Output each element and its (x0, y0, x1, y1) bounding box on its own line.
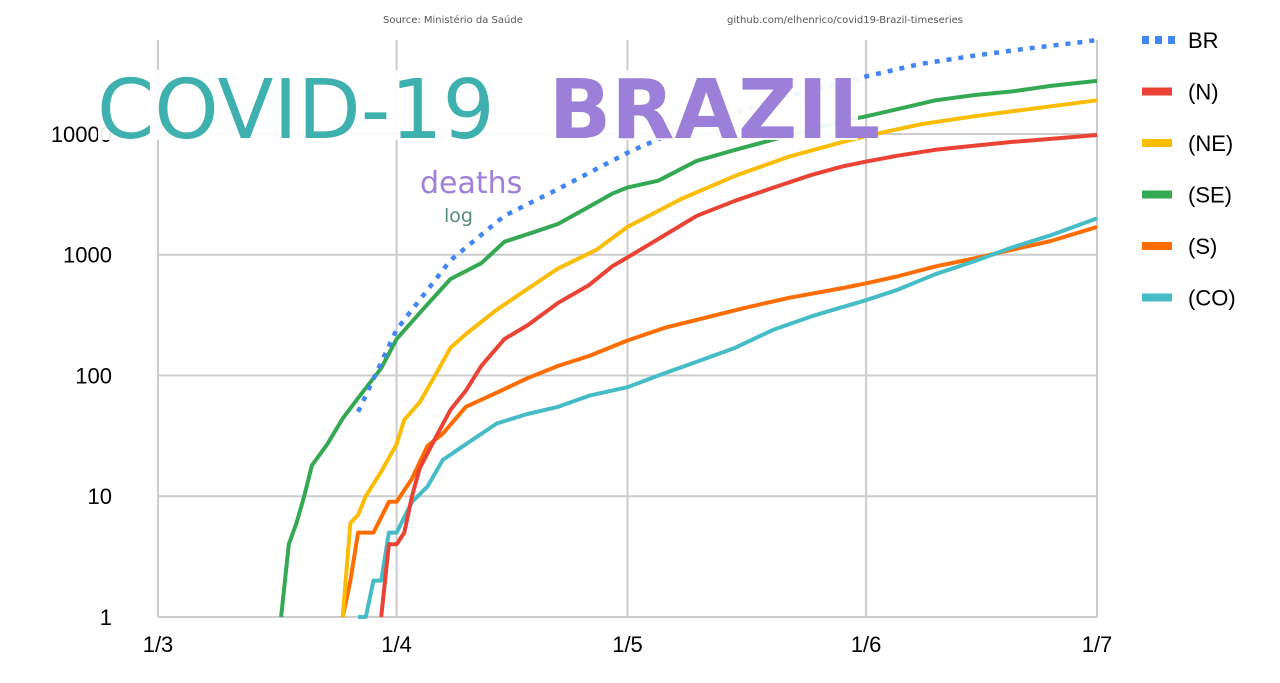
x-axis-ticks: 1/3 1/4 1/5 1/6 1/7 (143, 632, 1113, 657)
legend-label-co: (CO) (1188, 286, 1236, 311)
x-tick-label: 1/7 (1082, 632, 1113, 657)
scale-note: log (444, 205, 473, 227)
legend-swatch-n (1142, 87, 1172, 96)
y-tick-label: 1000 (63, 243, 112, 268)
legend-swatch-co (1142, 293, 1172, 302)
y-tick-label: 100 (75, 363, 112, 388)
legend-swatch-br (1142, 36, 1149, 44)
title-covid: COVID-19 (97, 63, 495, 158)
x-tick-label: 1/5 (612, 632, 643, 657)
title-brazil: BRAZIL (549, 63, 880, 158)
source-label: Source: Ministério da Saúde (383, 14, 523, 26)
legend-label-se: (SE) (1188, 183, 1232, 208)
chart-subtitle: deaths (420, 166, 522, 201)
x-tick-label: 1/4 (381, 632, 412, 657)
y-tick-label: 1 (100, 605, 112, 630)
series-line-co (358, 216, 1098, 619)
y-tick-label: 10 (88, 484, 112, 509)
legend-swatch-ne (1142, 139, 1172, 147)
series-line-s (340, 224, 1098, 618)
legend-swatch-br (1168, 36, 1175, 44)
legend-label-n: (N) (1188, 80, 1219, 105)
legend: BR (N) (NE) (SE) (S) (CO) (1142, 28, 1236, 311)
series-line-n (379, 133, 1098, 618)
series-line-ne (340, 98, 1098, 618)
legend-label-ne: (NE) (1188, 131, 1233, 156)
series-lines (279, 37, 1098, 619)
legend-swatch-s (1142, 242, 1172, 250)
chart-title: COVID-19 BRAZIL (97, 63, 880, 158)
x-tick-label: 1/6 (851, 632, 882, 657)
repo-label: github.com/elhenrico/covid19-Brazil-time… (727, 15, 963, 26)
series-line-se (279, 78, 1098, 618)
legend-swatch-se (1142, 190, 1172, 199)
x-tick-label: 1/3 (143, 632, 174, 657)
title-backdrop (98, 70, 858, 140)
legend-label-s: (S) (1188, 234, 1217, 259)
legend-swatch-br (1155, 36, 1162, 44)
legend-label-br: BR (1188, 28, 1219, 53)
